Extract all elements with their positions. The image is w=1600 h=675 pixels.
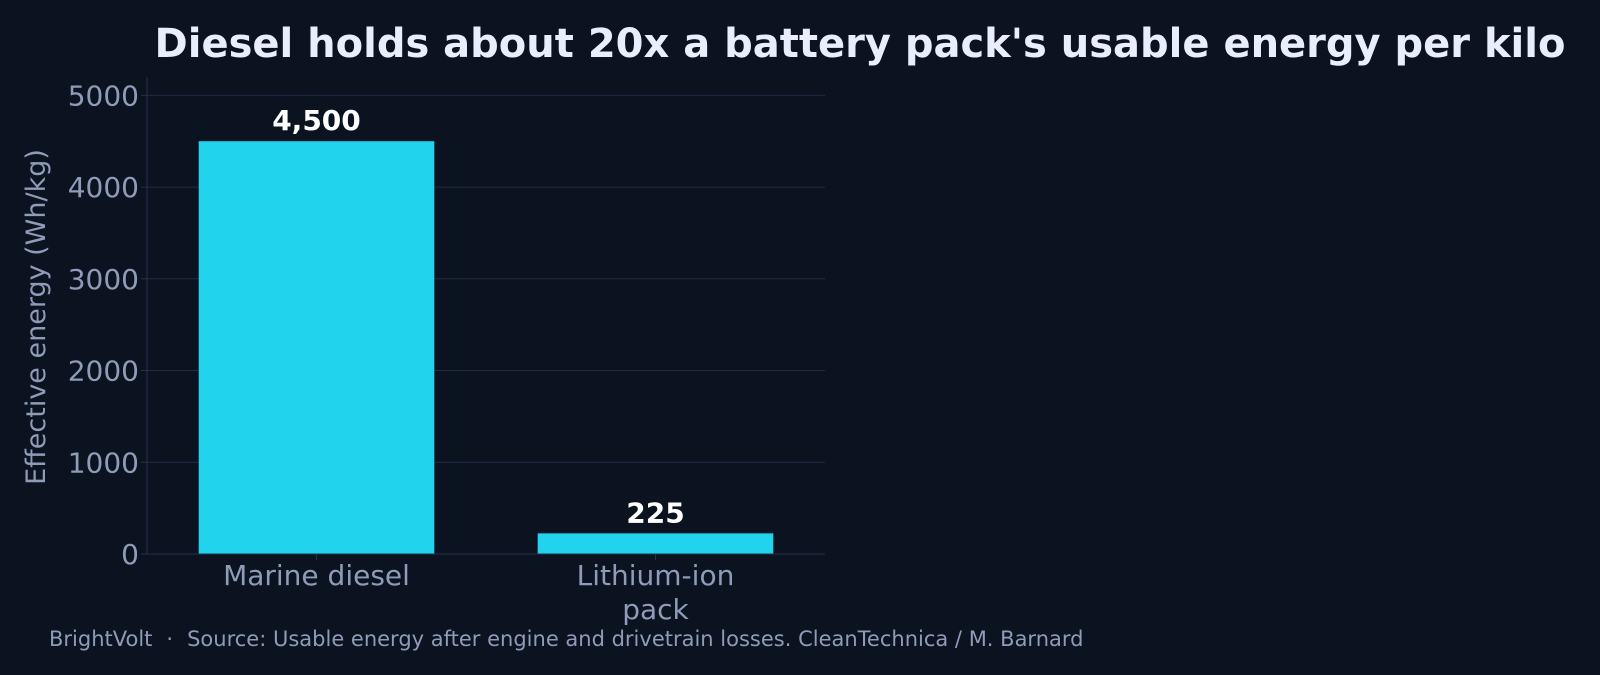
data-label: 225 [626,496,684,529]
x-axis-ticks: Marine diesel Lithium-ion pack [147,553,825,626]
x-tick-label: Lithium-ion pack [577,559,735,626]
y-axis-ticks: 0 1000 2000 3000 4000 5000 [68,77,148,571]
y-tick-label: 3000 [68,263,139,296]
y-tick-label: 5000 [68,79,139,112]
data-label: 4,500 [272,104,361,137]
y-tick-label: 4000 [68,171,139,204]
footer-text: BrightVolt · Source: Usable energy after e… [49,627,1083,651]
y-tick-label: 0 [121,538,139,571]
y-axis-label: Effective energy (Wh/kg) [21,149,52,485]
x-tick-label: Marine diesel [223,559,410,592]
source-note: Source: Usable energy after engine and d… [187,627,1083,651]
bars [198,141,774,554]
y-tick-label: 1000 [68,446,139,479]
bar [537,533,774,554]
chart-title: Diesel holds about 20x a battery pack's … [155,21,1566,67]
footer-separator: · [166,627,173,651]
data-labels: 4,500 225 [272,104,685,529]
brand-name: BrightVolt [49,627,152,651]
bar [198,141,435,554]
y-tick-label: 2000 [68,355,139,388]
